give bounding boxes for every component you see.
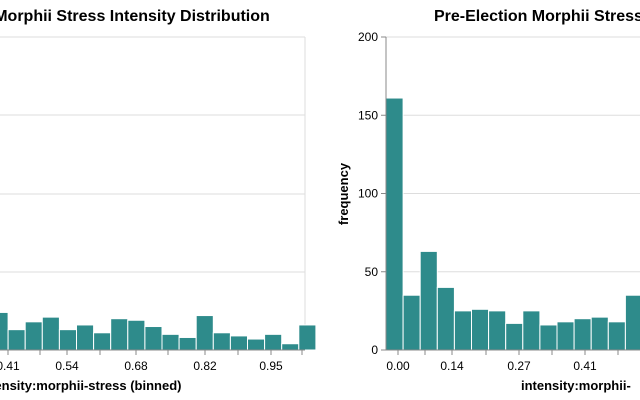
right-y-tick-label: 200 — [358, 30, 378, 44]
right-bar — [556, 321, 575, 351]
left-bar — [281, 343, 300, 351]
right-x-tick-label: 0.27 — [507, 359, 531, 373]
right-y-tick-label: 100 — [358, 187, 378, 201]
left-bar — [127, 319, 146, 351]
left-bar — [24, 321, 43, 351]
left-x-tick-label: 0.95 — [259, 359, 283, 373]
right-chart-title: Pre-Election Morphii Stress — [434, 8, 640, 25]
right-bar — [453, 310, 472, 351]
left-x-tick-label: 0.41 — [0, 359, 20, 373]
left-bar — [247, 338, 266, 351]
right-chart-panel: Pre-Election Morphii Stress 0 50 100 150 200… — [336, 8, 640, 393]
right-bar — [419, 250, 438, 351]
left-bars — [0, 311, 317, 351]
right-bar — [624, 294, 640, 351]
right-bar — [607, 321, 626, 351]
left-bar — [0, 311, 9, 351]
left-x-axis-title: intensity:morphii-stress (binned) — [0, 378, 181, 393]
left-bar — [93, 332, 112, 351]
left-x-axis: 0.41 0.54 0.68 0.82 0.95 — [0, 349, 305, 373]
right-y-tick-label: 150 — [358, 108, 378, 122]
left-x-tick-label: 0.82 — [193, 359, 217, 373]
right-bar — [471, 308, 490, 351]
right-x-tick-label: 0.00 — [386, 359, 410, 373]
right-bar — [505, 322, 524, 351]
right-y-tick-label: 0 — [371, 343, 378, 357]
left-chart-title: Morphii Stress Intensity Distribution — [0, 8, 270, 25]
right-bar — [385, 97, 404, 351]
left-bar — [298, 324, 317, 351]
right-bar — [539, 324, 558, 351]
right-bar — [436, 286, 455, 351]
right-bar — [590, 316, 609, 351]
right-bar — [573, 318, 592, 351]
left-bar — [144, 326, 163, 351]
right-gridlines — [386, 36, 640, 273]
left-bar — [58, 329, 78, 351]
right-axes: 0 50 100 150 200 0.00 0.14 0.27 0.41 — [358, 30, 640, 373]
right-y-tick-label: 50 — [365, 265, 379, 279]
left-bar — [7, 329, 26, 351]
right-y-axis-title: frequency — [336, 162, 351, 225]
right-x-axis-title: intensity:morphii- — [521, 378, 631, 393]
left-bar — [229, 335, 248, 351]
left-bar — [212, 332, 231, 351]
left-bar — [264, 333, 283, 351]
right-bars — [385, 97, 640, 351]
left-bar — [41, 316, 60, 351]
left-bar — [178, 336, 197, 351]
left-x-tick-label: 0.68 — [124, 359, 148, 373]
left-x-tick-label: 0.54 — [55, 359, 79, 373]
right-x-tick-label: 0.14 — [440, 359, 464, 373]
left-gridlines — [0, 36, 306, 350]
right-bar — [402, 294, 421, 351]
right-x-tick-label: 0.41 — [573, 359, 597, 373]
left-chart-panel: Morphii Stress Intensity Distribution 0.… — [0, 8, 317, 393]
left-bar — [195, 315, 214, 351]
right-bar — [522, 310, 541, 351]
left-bar — [161, 333, 180, 351]
left-bar — [76, 324, 95, 351]
left-bar — [110, 318, 129, 351]
right-bar — [488, 310, 507, 351]
